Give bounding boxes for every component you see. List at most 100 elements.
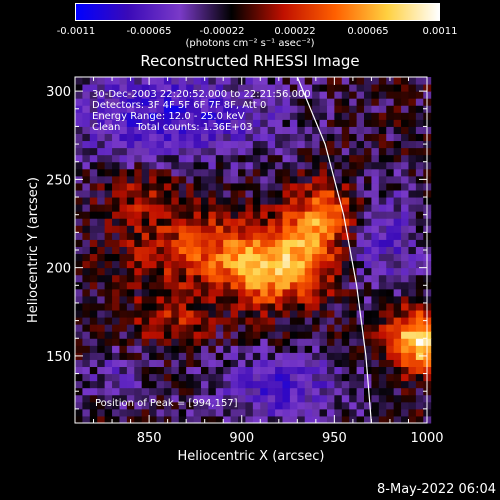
heatmap-cell [126, 394, 135, 403]
heatmap-cell [356, 84, 365, 92]
x-axis-tick-label: 900 [229, 431, 254, 446]
heatmap-cell [415, 225, 424, 233]
heatmap-cell [238, 317, 246, 325]
heatmap-cell [252, 211, 261, 219]
heatmap-cell [193, 175, 202, 184]
heatmap-cell [119, 331, 128, 339]
heatmap-cell [238, 359, 246, 368]
heatmap-cell [393, 352, 402, 360]
heatmap-cell [75, 408, 83, 417]
heatmap-cell [193, 218, 202, 226]
heatmap-cell [89, 91, 98, 99]
heatmap-cell [252, 366, 261, 375]
heatmap-cell [282, 218, 291, 226]
heatmap-cell [245, 338, 254, 346]
heatmap-cell [200, 98, 209, 106]
heatmap-cell [252, 373, 261, 382]
heatmap-cell [401, 331, 409, 339]
heatmap-cell [141, 168, 150, 177]
heatmap-cell [163, 408, 172, 417]
heatmap-cell [178, 253, 187, 262]
heatmap-cell [178, 204, 187, 212]
heatmap-cell [186, 380, 195, 389]
heatmap-cell [312, 126, 321, 134]
heatmap-cell [267, 310, 276, 318]
heatmap-cell [252, 239, 261, 247]
colorbar-tick-label: -0.00022 [199, 26, 245, 37]
heatmap-cell [401, 317, 409, 325]
heatmap-cell [341, 338, 350, 346]
heatmap-cell [401, 218, 409, 226]
heatmap-cell [200, 302, 209, 311]
heatmap-cell [89, 182, 98, 191]
heatmap-cell [401, 408, 409, 417]
heatmap-cell [319, 112, 328, 120]
heatmap-cell [356, 119, 365, 127]
heatmap-cell [126, 98, 135, 106]
heatmap-cell [75, 288, 83, 297]
heatmap-cell [163, 380, 172, 389]
heatmap-cell [260, 161, 269, 170]
heatmap-cell [193, 112, 202, 120]
heatmap-cell [304, 267, 313, 276]
heatmap-cell [267, 161, 276, 170]
heatmap-cell [223, 373, 232, 382]
heatmap-cell [215, 310, 224, 318]
heatmap-cell [97, 253, 106, 262]
heatmap-cell [378, 211, 387, 219]
heatmap-cell [163, 154, 172, 163]
heatmap-cell [304, 154, 313, 163]
heatmap-cell [364, 140, 372, 149]
heatmap-cell [371, 302, 380, 311]
heatmap-cell [149, 415, 158, 424]
heatmap-cell [326, 168, 335, 177]
heatmap-cell [252, 401, 261, 410]
heatmap-cell [393, 232, 402, 240]
heatmap-cell [401, 310, 409, 318]
heatmap-cell [200, 154, 209, 163]
heatmap-cell [364, 387, 372, 396]
heatmap-cell [297, 77, 306, 85]
heatmap-cell [223, 225, 232, 233]
heatmap-cell [97, 331, 106, 339]
heatmap-cell [282, 232, 291, 240]
heatmap-cell [97, 415, 106, 424]
heatmap-cell [200, 260, 209, 269]
heatmap-cell [386, 401, 395, 410]
heatmap-cell [319, 366, 328, 375]
heatmap-cell [134, 161, 143, 170]
heatmap-cell [193, 260, 202, 269]
heatmap-cell [215, 394, 224, 403]
heatmap-cell [408, 126, 417, 134]
heatmap-cell [171, 232, 180, 240]
heatmap-cell [319, 274, 328, 283]
heatmap-cell [275, 105, 283, 113]
heatmap-cell [364, 408, 372, 417]
heatmap-cell [415, 387, 424, 396]
heatmap-cell [378, 274, 387, 283]
heatmap-cell [415, 112, 424, 120]
heatmap-cell [245, 112, 254, 120]
heatmap-cell [341, 331, 350, 339]
heatmap-cell [252, 105, 261, 113]
heatmap-cell [326, 317, 335, 325]
heatmap-cell [304, 387, 313, 396]
heatmap-cell [282, 288, 291, 297]
heatmap-cell [252, 232, 261, 240]
heatmap-cell [282, 345, 291, 353]
heatmap-cell [186, 225, 195, 233]
heatmap-cell [260, 373, 269, 382]
heatmap-cell [171, 84, 180, 92]
heatmap-cell [260, 394, 269, 403]
heatmap-cell [82, 239, 91, 247]
heatmap-cell [356, 77, 365, 85]
heatmap-cell [156, 119, 165, 127]
heatmap-cell [356, 246, 365, 255]
heatmap-cell [119, 239, 128, 247]
heatmap-cell [200, 401, 209, 410]
heatmap-cell [230, 98, 239, 106]
heatmap-cell [178, 260, 187, 269]
heatmap-cell [408, 232, 417, 240]
heatmap-cell [178, 366, 187, 375]
heatmap-cell [378, 133, 387, 142]
